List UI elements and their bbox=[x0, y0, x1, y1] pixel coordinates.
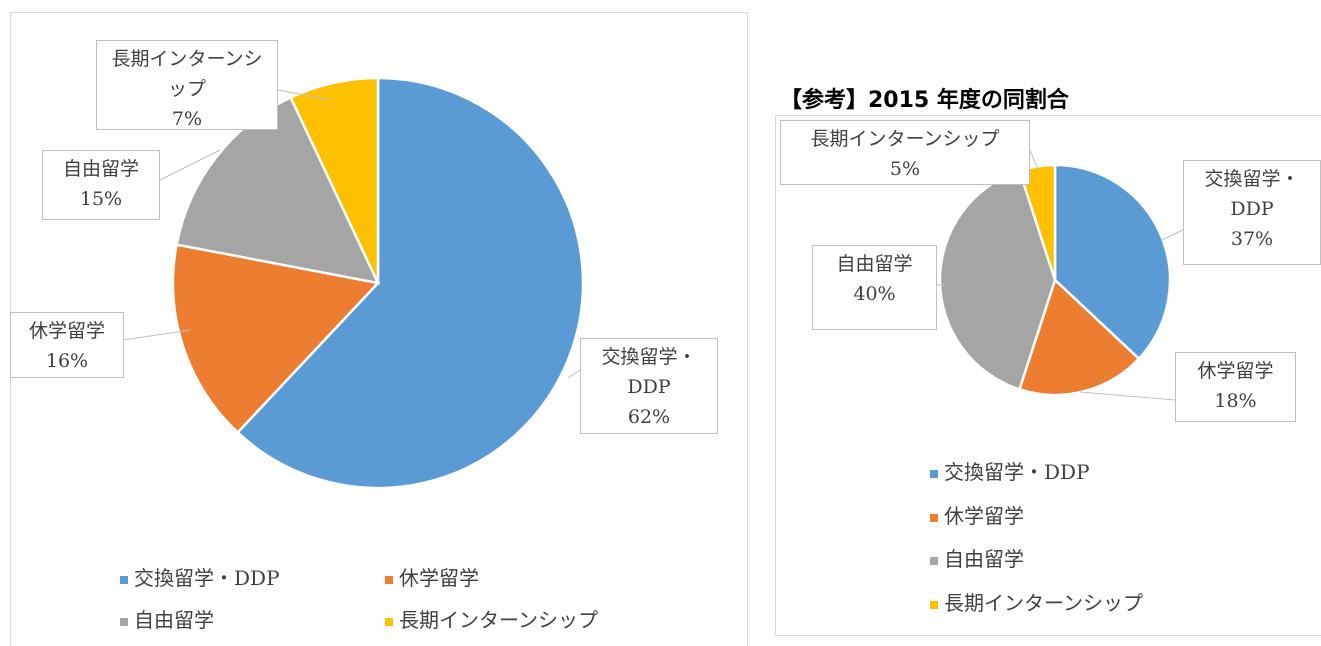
legend-item: 休学留学 bbox=[930, 500, 1024, 529]
leader-line bbox=[1029, 149, 1039, 171]
legend-label: 自由留学 bbox=[134, 608, 214, 632]
label-category: 長期インターンシップ bbox=[810, 128, 1000, 150]
label-category: 休学留学 bbox=[1197, 360, 1274, 382]
legend-swatch bbox=[930, 600, 938, 609]
label-category: 長期インターンシップ bbox=[111, 48, 263, 100]
data-label: 長期インターンシップ 7% bbox=[96, 40, 278, 130]
legend-swatch bbox=[930, 556, 938, 565]
legend-label: 休学留学 bbox=[944, 504, 1024, 528]
leader-line bbox=[1079, 391, 1176, 401]
label-category: 交換留学・DDP bbox=[601, 346, 697, 398]
data-label: 交換留学・DDP 37% bbox=[1183, 160, 1321, 265]
legend-label: 交換留学・DDP bbox=[134, 566, 280, 590]
legend-item: 自由留学 bbox=[930, 543, 1024, 572]
leader-line bbox=[1161, 229, 1184, 241]
chart-frame bbox=[775, 115, 1321, 636]
pie-slice bbox=[938, 169, 1057, 391]
label-category: 交換留学・DDP bbox=[1204, 168, 1300, 220]
label-value: 16% bbox=[45, 350, 89, 372]
label-value: 15% bbox=[79, 188, 123, 210]
legend-item: 交換留学・DDP bbox=[930, 456, 1090, 485]
legend-item: 交換留学・DDP bbox=[120, 562, 280, 591]
leader-line bbox=[123, 329, 191, 341]
legend-swatch bbox=[385, 575, 393, 584]
data-label: 自由留学 40% bbox=[812, 245, 937, 330]
pie-slice bbox=[1017, 277, 1141, 397]
label-value: 7% bbox=[171, 108, 203, 130]
label-category: 自由留学 bbox=[836, 253, 913, 275]
label-category: 休学留学 bbox=[28, 320, 105, 342]
leader-line bbox=[567, 369, 581, 379]
legend-swatch bbox=[385, 617, 393, 626]
leader-line bbox=[277, 89, 331, 101]
legend-label: 長期インターンシップ bbox=[399, 608, 598, 632]
legend-label: 自由留学 bbox=[944, 547, 1024, 571]
data-label: 自由留学 15% bbox=[42, 150, 160, 220]
label-value: 5% bbox=[889, 158, 921, 180]
legend-item: 長期インターンシップ bbox=[930, 587, 1143, 616]
legend-item: 自由留学 bbox=[120, 604, 214, 633]
label-value: 18% bbox=[1214, 390, 1257, 412]
legend-label: 交換留学・DDP bbox=[944, 460, 1090, 484]
label-value: 37% bbox=[1230, 228, 1274, 250]
label-category: 自由留学 bbox=[62, 158, 139, 180]
data-label: 長期インターンシップ 5% bbox=[780, 120, 1030, 185]
label-value: 40% bbox=[853, 283, 896, 305]
legend-swatch bbox=[930, 513, 938, 522]
data-label: 交換留学・DDP 62% bbox=[580, 338, 718, 434]
legend-label: 休学留学 bbox=[399, 566, 479, 590]
data-label: 休学留学 16% bbox=[10, 312, 124, 378]
pie-slice bbox=[235, 76, 585, 490]
chart-title: 【参考】2015 年度の同割合 bbox=[780, 88, 1069, 113]
label-value: 62% bbox=[627, 406, 671, 428]
legend-swatch bbox=[120, 617, 128, 626]
leader-line bbox=[159, 149, 221, 181]
legend-item: 休学留学 bbox=[385, 562, 479, 591]
legend-swatch bbox=[930, 469, 938, 478]
legend-item: 長期インターンシップ bbox=[385, 604, 598, 633]
data-label: 休学留学 18% bbox=[1175, 352, 1296, 422]
pie-slice bbox=[289, 76, 380, 284]
pie-slice bbox=[171, 243, 381, 435]
legend-swatch bbox=[120, 575, 128, 584]
legend-label: 長期インターンシップ bbox=[944, 591, 1143, 615]
pie-slice bbox=[1053, 163, 1172, 361]
